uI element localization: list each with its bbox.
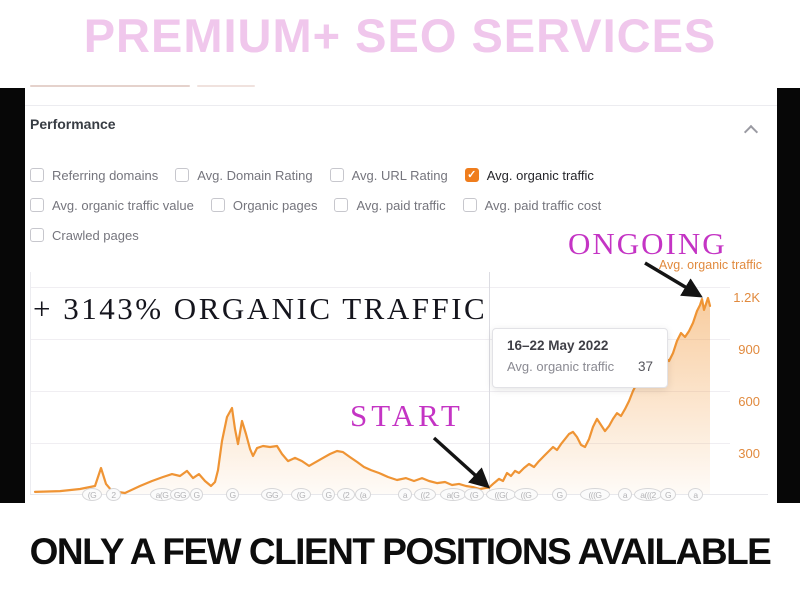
filter-referring-domains[interactable]: Referring domains [30, 168, 158, 183]
filter-label: Referring domains [52, 167, 159, 183]
filter-organic-pages[interactable]: Organic pages [210, 197, 318, 213]
filter-label: Avg. paid traffic cost [484, 197, 602, 213]
filter-avg-paid-traffic[interactable]: Avg. paid traffic [334, 197, 446, 213]
chevron-up-icon[interactable] [743, 124, 759, 140]
filter-avg-paid-traffic-cost[interactable]: Avg. paid traffic cost [462, 197, 602, 213]
growth-annotation: + 3143% ORGANIC TRAFFIC [33, 291, 488, 326]
checkbox-icon[interactable] [30, 198, 44, 212]
update-badge-icon: a(((2 [634, 488, 662, 501]
ongoing-annotation: ONGOING [568, 226, 727, 261]
filter-label: Avg. Domain Rating [197, 167, 313, 183]
update-badge-icon: G [552, 488, 567, 501]
y-tick-600: 600 [738, 394, 760, 409]
update-badge-icon: G [660, 488, 676, 501]
checkbox-icon[interactable] [210, 198, 225, 212]
update-badge-icon: a [688, 488, 703, 501]
filter-label: Crawled pages [52, 227, 139, 243]
y-tick-1.2K: 1.2K [733, 290, 760, 305]
top-banner-title: PREMIUM+ SEO SERVICES [83, 9, 717, 62]
update-badge-icon: G [226, 488, 239, 501]
update-badge-icon: a [618, 488, 632, 501]
checked-checkbox-icon[interactable]: ✓ [464, 168, 479, 182]
update-badge-icon: GG [170, 488, 190, 501]
tab-remnant-line [30, 85, 190, 87]
update-badge-icon: (G [82, 488, 102, 501]
update-badge-icon: GG [261, 488, 283, 501]
filter-crawled-pages[interactable]: Crawled pages [30, 228, 139, 243]
filter-avg-organic-traffic-value[interactable]: Avg. organic traffic value [30, 198, 194, 213]
bottom-banner-text: ONLY A FEW CLIENT POSITIONS AVAILABLE [29, 531, 772, 572]
checkbox-icon[interactable] [175, 168, 190, 182]
update-badge-icon: (2 [337, 488, 355, 501]
checkbox-icon[interactable] [462, 198, 477, 212]
start-annotation: START [350, 398, 464, 433]
left-black-border [0, 88, 25, 503]
update-badge-icon: a(G [440, 488, 466, 501]
update-badge-icon: ((G [514, 488, 538, 501]
chart-left-border [30, 272, 31, 494]
filter-label: Organic pages [232, 197, 318, 213]
filter-label: Avg. URL Rating [351, 167, 448, 183]
filter-label: Avg. paid traffic [356, 197, 446, 213]
gridline-1200 [30, 287, 730, 288]
y-tick-300: 300 [738, 446, 760, 461]
tooltip-value: 37 [637, 359, 653, 374]
checkbox-icon[interactable] [30, 228, 44, 242]
update-badge-icon: G [190, 488, 203, 501]
filter-avg-organic-traffic[interactable]: ✓ Avg. organic traffic [464, 167, 594, 183]
filter-label: Avg. organic traffic value [52, 197, 194, 213]
performance-heading: Performance [30, 116, 116, 132]
panel-divider [25, 105, 777, 106]
filter-avg-url-rating[interactable]: Avg. URL Rating [329, 167, 448, 183]
gridline-300 [30, 443, 730, 444]
tooltip-metric-label: Avg. organic traffic [507, 359, 615, 374]
update-badge-icon: (a [355, 488, 371, 501]
update-badge-icon: ((G( [486, 488, 516, 501]
gridline-600 [30, 391, 730, 392]
y-tick-900: 900 [738, 342, 760, 357]
tooltip-date: 16–22 May 2022 [507, 338, 609, 353]
update-badge-icon: (((G [580, 488, 610, 501]
gridline-900 [30, 339, 730, 340]
update-badge-icon: 2 [106, 488, 121, 501]
hover-crosshair-line [489, 272, 490, 494]
update-badge-icon: ((2 [414, 488, 436, 501]
metric-filters: Referring domains Avg. Domain Rating Avg. … [30, 160, 660, 250]
checkbox-icon[interactable] [329, 168, 344, 182]
checkbox-icon[interactable] [334, 198, 349, 212]
update-badge-icon: (G [464, 488, 484, 501]
filter-avg-domain-rating[interactable]: Avg. Domain Rating [175, 167, 313, 183]
right-black-border [777, 88, 800, 503]
filter-label: Avg. organic traffic [486, 167, 594, 183]
update-badge-icon: (G [291, 488, 311, 501]
update-badge-icon: a [398, 488, 412, 501]
update-badge-icon: G [322, 488, 335, 501]
checkbox-icon[interactable] [30, 168, 44, 182]
chart-tooltip: 16–22 May 2022 Avg. organic traffic 37 [492, 328, 668, 388]
tab-remnant-line-2 [197, 85, 255, 87]
